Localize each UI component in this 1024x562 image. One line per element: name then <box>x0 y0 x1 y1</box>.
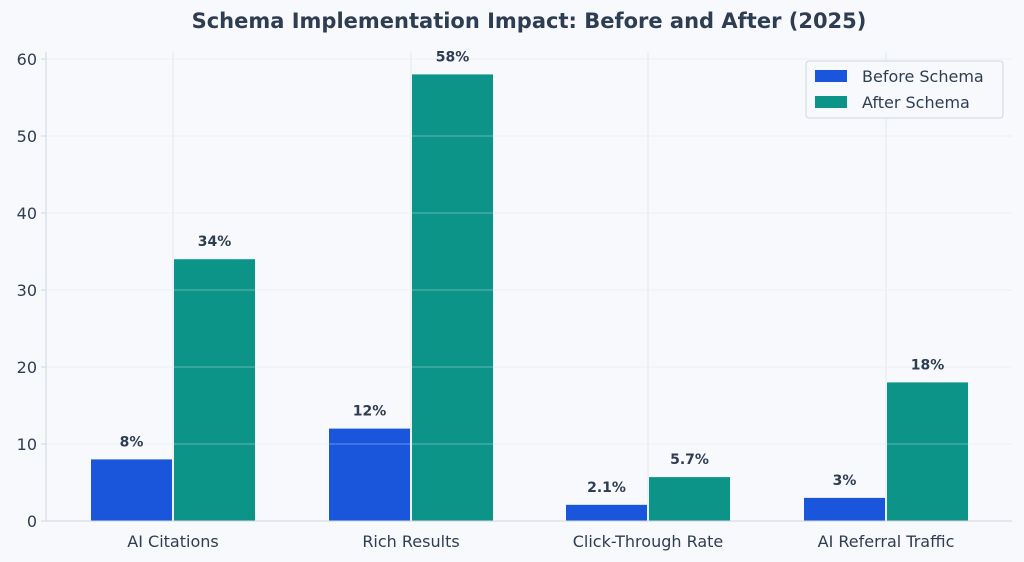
data-label: 34% <box>198 234 232 250</box>
bar-before-3 <box>804 497 885 521</box>
x-tick-label: Rich Results <box>362 532 459 551</box>
y-tick-label: 30 <box>17 281 37 300</box>
y-tick-label: 10 <box>17 435 37 454</box>
x-tick-label: AI Referral Traffic <box>818 532 955 551</box>
legend-label-after: After Schema <box>862 93 970 112</box>
data-label: 12% <box>353 404 387 420</box>
chart-title: Schema Implementation Impact: Before and… <box>192 9 867 33</box>
y-tick-label: 40 <box>17 204 37 223</box>
bar-before-2 <box>566 504 647 521</box>
legend-box <box>805 60 1004 119</box>
x-tick-label: Click-Through Rate <box>573 532 724 551</box>
legend: Before Schema After Schema <box>805 60 1004 119</box>
bar-before-0 <box>91 459 172 521</box>
axes-group <box>45 52 1012 522</box>
bar-before-1 <box>329 428 410 521</box>
data-label: 8% <box>120 434 144 450</box>
legend-label-before: Before Schema <box>862 67 984 86</box>
y-tick-label: 0 <box>27 512 37 531</box>
y-tick-labels: 0 10 20 30 40 50 60 <box>17 50 37 531</box>
x-tick-label: AI Citations <box>127 532 218 551</box>
y-tick-label: 20 <box>17 358 37 377</box>
data-labels: 8% 12% 2.1% 3% 34% 58% 5.7% 18% <box>120 49 945 495</box>
bar-after-3 <box>887 382 968 521</box>
bar-after-2 <box>649 477 730 521</box>
bar-after-0 <box>174 259 255 521</box>
data-label: 5.7% <box>670 452 709 468</box>
legend-swatch-after <box>815 96 847 108</box>
data-label: 58% <box>436 49 470 65</box>
bars-group <box>46 58 1012 522</box>
data-label: 18% <box>911 357 945 373</box>
x-tick-labels: AI Citations Rich Results Click-Through Ra… <box>127 532 954 551</box>
data-label: 2.1% <box>587 480 626 496</box>
y-tick-label: 50 <box>17 127 37 146</box>
data-label: 3% <box>833 473 857 489</box>
legend-swatch-before <box>815 70 847 82</box>
y-tick-label: 60 <box>17 50 37 69</box>
bar-after-1 <box>412 74 493 522</box>
